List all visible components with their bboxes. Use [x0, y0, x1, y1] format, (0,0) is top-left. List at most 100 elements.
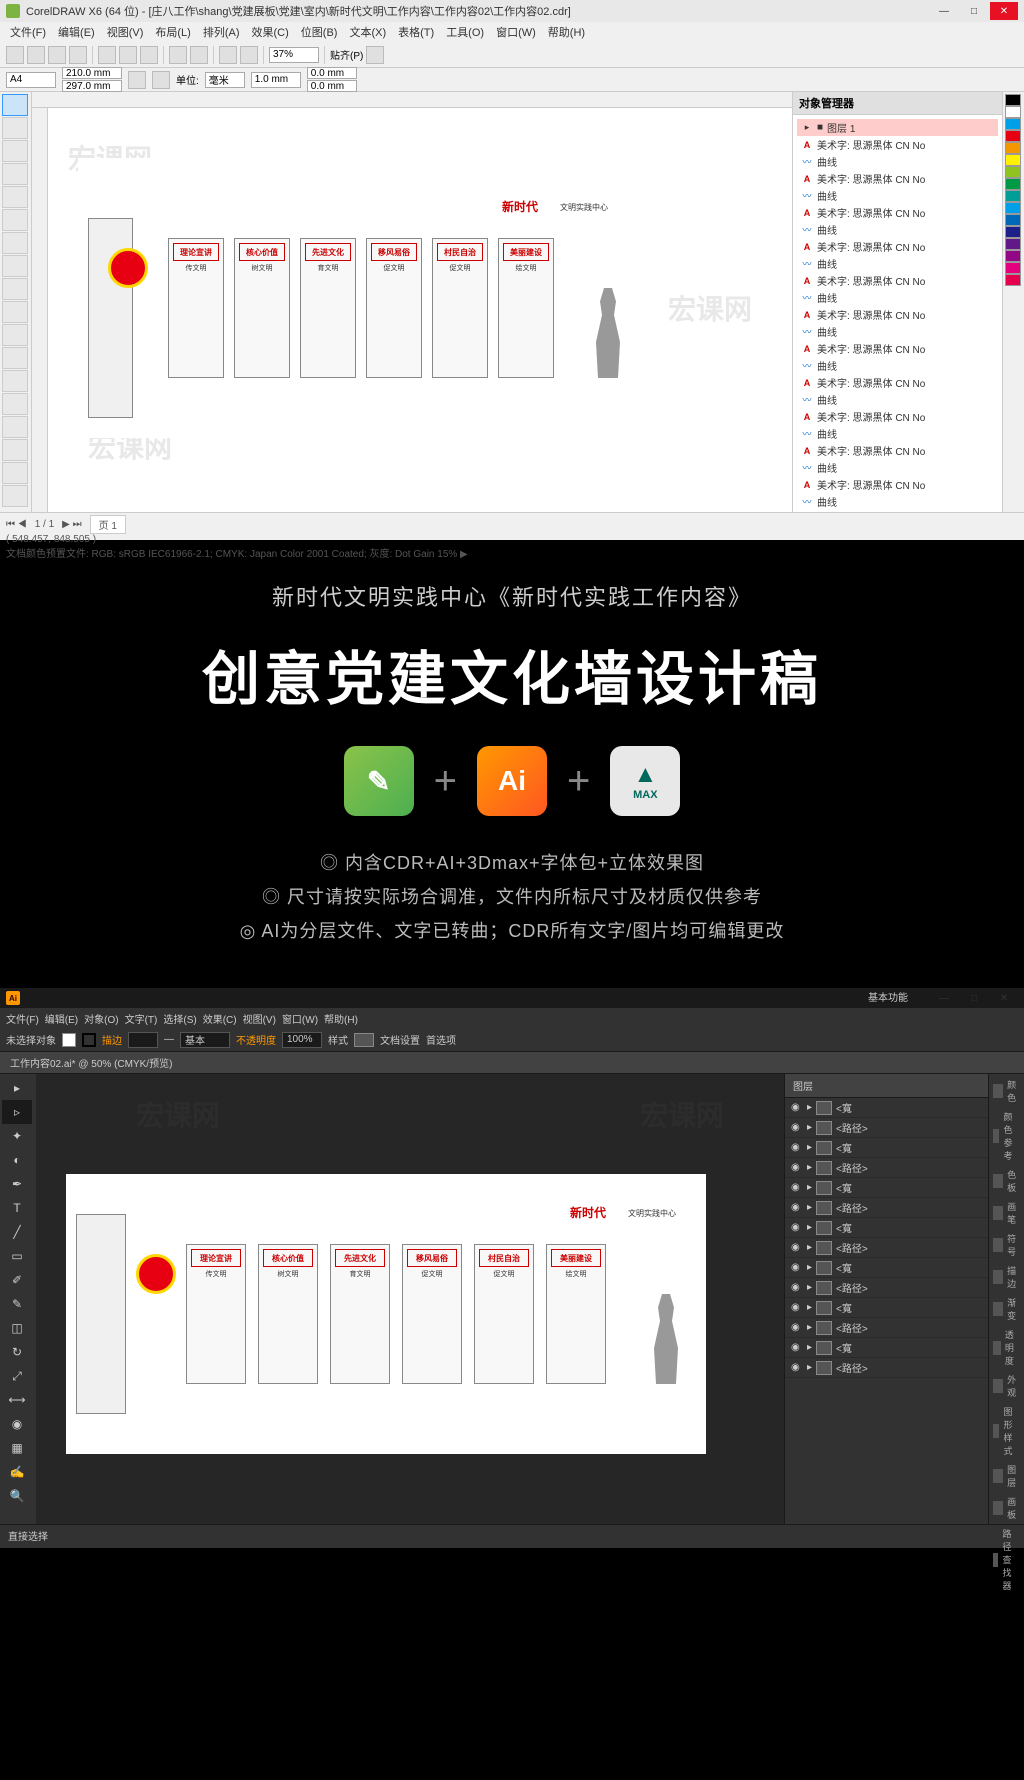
crop-tool[interactable] — [2, 140, 28, 162]
shape-tool[interactable] — [2, 117, 28, 139]
layers-list[interactable]: ◉▸<寬◉▸<路径>◉▸<寬◉▸<路径>◉▸<寬◉▸<路径>◉▸<寬◉▸<路径>… — [785, 1098, 988, 1524]
tree-layer[interactable]: ▸■图层 1 — [797, 119, 998, 136]
stroke-swatch[interactable] — [82, 1033, 96, 1047]
side-panel-item[interactable]: 图形样式 — [993, 1405, 1020, 1457]
color-swatch[interactable] — [1005, 154, 1021, 166]
menu-object[interactable]: 对象(O) — [84, 1011, 118, 1026]
ai-canvas[interactable]: 宏课网 宏课网 新时代 文明实践中心 理论宣讲传文明 核心价值树文明 先进文化育… — [36, 1074, 784, 1524]
color-swatch[interactable] — [1005, 190, 1021, 202]
menu-view[interactable]: 视图(V) — [243, 1011, 276, 1026]
layer-row[interactable]: ◉▸<路径> — [785, 1198, 988, 1218]
table-tool[interactable] — [2, 324, 28, 346]
side-panel-item[interactable]: 渐变 — [993, 1296, 1020, 1322]
color-swatch[interactable] — [1005, 178, 1021, 190]
connector-tool[interactable] — [2, 370, 28, 392]
menu-bitmap[interactable]: 位图(B) — [297, 22, 342, 42]
eyedropper-tool[interactable] — [2, 439, 28, 461]
menu-select[interactable]: 选择(S) — [163, 1011, 196, 1026]
color-swatch[interactable] — [1005, 118, 1021, 130]
print-icon[interactable] — [69, 46, 87, 64]
layer-row[interactable]: ◉▸<寬 — [785, 1298, 988, 1318]
export-icon[interactable] — [240, 46, 258, 64]
prefs-link[interactable]: 首选项 — [426, 1032, 456, 1047]
close-button[interactable]: ✕ — [990, 2, 1018, 20]
pencil-tool[interactable]: ✎ — [2, 1292, 32, 1316]
tree-item[interactable]: A美术字: 思源黑体 CN No — [797, 170, 998, 187]
tree-item[interactable]: 〰曲线 — [797, 221, 998, 238]
layer-row[interactable]: ◉▸<路径> — [785, 1358, 988, 1378]
scale-tool[interactable]: ⤢ — [2, 1364, 32, 1388]
menu-effect[interactable]: 效果(C) — [203, 1011, 237, 1026]
line-tool[interactable]: ╱ — [2, 1220, 32, 1244]
paper-select[interactable] — [6, 72, 56, 88]
canvas[interactable]: 宏课网 宏课网 宏课网 新时代 文明实践中心 理论宣讲传文明 核心价值树文明 先… — [48, 108, 792, 496]
zoom-input[interactable] — [269, 47, 319, 63]
menu-edit[interactable]: 编辑(E) — [45, 1011, 78, 1026]
menu-edit[interactable]: 编辑(E) — [54, 22, 99, 42]
page-nav[interactable]: ⏮ ◀ — [6, 519, 27, 530]
ellipse-tool[interactable] — [2, 255, 28, 277]
menu-table[interactable]: 表格(T) — [394, 22, 438, 42]
menu-help[interactable]: 帮助(H) — [324, 1011, 358, 1026]
unit-select[interactable] — [205, 72, 245, 88]
layer-row[interactable]: ◉▸<寬 — [785, 1098, 988, 1118]
rectangle-tool[interactable]: ▭ — [2, 1244, 32, 1268]
freehand-tool[interactable] — [2, 186, 28, 208]
menu-window[interactable]: 窗口(W) — [492, 22, 540, 42]
tree-item[interactable]: A美术字: 思源黑体 CN No — [797, 442, 998, 459]
rotate-tool[interactable]: ↻ — [2, 1340, 32, 1364]
color-swatch[interactable] — [1005, 166, 1021, 178]
page-nav[interactable]: ▶ ⏭ — [62, 519, 81, 530]
tree-item[interactable]: 〰曲线 — [797, 459, 998, 476]
layer-row[interactable]: ◉▸<路径> — [785, 1118, 988, 1138]
nudge-input[interactable] — [251, 72, 301, 88]
page-tab[interactable]: 页 1 — [90, 515, 126, 534]
import-icon[interactable] — [219, 46, 237, 64]
undo-icon[interactable] — [169, 46, 187, 64]
color-swatch[interactable] — [1005, 130, 1021, 142]
menu-help[interactable]: 帮助(H) — [544, 22, 589, 42]
tree-item[interactable]: 〰曲线 — [797, 357, 998, 374]
menu-tools[interactable]: 工具(O) — [442, 22, 488, 42]
type-tool[interactable]: T — [2, 1196, 32, 1220]
gradient-tool[interactable]: ▦ — [2, 1436, 32, 1460]
tree-item[interactable]: A美术字: 思源黑体 CN No — [797, 204, 998, 221]
dup-y-input[interactable] — [307, 80, 357, 92]
side-panel-item[interactable]: 描边 — [993, 1264, 1020, 1290]
landscape-icon[interactable] — [152, 71, 170, 89]
layer-row[interactable]: ◉▸<寬 — [785, 1338, 988, 1358]
brush-select[interactable] — [180, 1032, 230, 1048]
menu-arrange[interactable]: 排列(A) — [199, 22, 244, 42]
color-swatch[interactable] — [1005, 94, 1021, 106]
tree-item[interactable]: A美术字: 思源黑体 CN No — [797, 238, 998, 255]
color-swatch[interactable] — [1005, 106, 1021, 118]
outline-tool[interactable] — [2, 462, 28, 484]
side-panel-item[interactable]: 色板 — [993, 1168, 1020, 1194]
eyedropper-tool[interactable]: ✍ — [2, 1460, 32, 1484]
width-tool[interactable]: ⟷ — [2, 1388, 32, 1412]
layer-row[interactable]: ◉▸<寬 — [785, 1258, 988, 1278]
width-input[interactable] — [62, 67, 122, 79]
copy-icon[interactable] — [119, 46, 137, 64]
redo-icon[interactable] — [190, 46, 208, 64]
side-panel-item[interactable]: 画板 — [993, 1495, 1020, 1521]
side-panel-item[interactable]: 路径查找器 — [993, 1527, 1020, 1592]
tree-item[interactable]: 〰曲线 — [797, 255, 998, 272]
docsetup-link[interactable]: 文档设置 — [380, 1032, 420, 1047]
direct-selection-tool[interactable]: ▹ — [2, 1100, 32, 1124]
tree-item[interactable]: 〰曲线 — [797, 323, 998, 340]
menu-text[interactable]: 文本(X) — [345, 22, 390, 42]
tree-item[interactable]: A美术字: 思源黑体 CN No — [797, 272, 998, 289]
stroke-label[interactable]: 描边 — [102, 1032, 122, 1047]
maximize-button[interactable]: □ — [960, 989, 988, 1007]
menu-type[interactable]: 文字(T) — [125, 1011, 158, 1026]
layer-row[interactable]: ◉▸<路径> — [785, 1238, 988, 1258]
menu-layout[interactable]: 布局(L) — [151, 22, 194, 42]
object-tree[interactable]: ▸■图层 1 A美术字: 思源黑体 CN No〰曲线A美术字: 思源黑体 CN … — [793, 115, 1002, 512]
save-icon[interactable] — [48, 46, 66, 64]
workspace-label[interactable]: 基本功能 — [868, 989, 908, 1007]
tree-item[interactable]: A美术字: 思源黑体 CN No — [797, 510, 998, 512]
tree-item[interactable]: 〰曲线 — [797, 391, 998, 408]
open-icon[interactable] — [27, 46, 45, 64]
smart-fill-tool[interactable] — [2, 209, 28, 231]
